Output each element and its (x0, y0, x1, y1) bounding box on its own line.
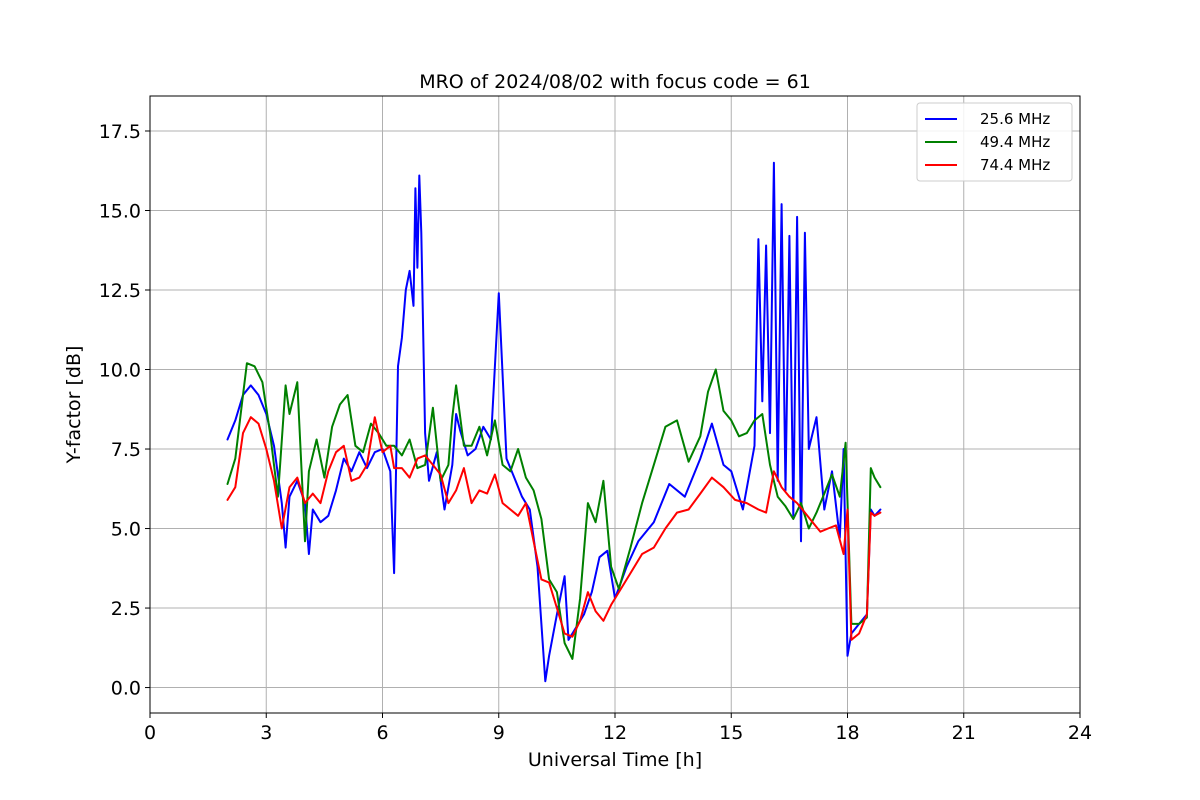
legend: 25.6 MHz 49.4 MHz 74.4 MHz (916, 102, 1073, 182)
x-tick-label: 24 (1068, 722, 1092, 744)
series-lines (226, 161, 882, 683)
y-tick-label: 15.0 (99, 200, 141, 222)
x-tick-label: 3 (260, 722, 272, 744)
series-line (226, 416, 882, 641)
x-axis-label: Universal Time [h] (528, 749, 702, 771)
y-tick-label: 5.0 (111, 519, 141, 541)
legend-label: 49.4 MHz (980, 133, 1050, 151)
chart-title: MRO of 2024/08/02 with focus code = 61 (419, 71, 811, 93)
legend-label: 74.4 MHz (980, 156, 1050, 174)
y-tick-label: 12.5 (99, 280, 141, 302)
x-tick-label: 21 (952, 722, 976, 744)
y-axis-label: Y-factor [dB] (63, 346, 85, 465)
legend-label: 25.6 MHz (980, 110, 1050, 128)
x-tick-label: 6 (376, 722, 388, 744)
legend-box (916, 102, 1073, 182)
x-tick-label: 12 (603, 722, 627, 744)
y-tick-label: 0.0 (111, 678, 141, 700)
y-tick-label: 10.0 (99, 360, 141, 382)
series-line (226, 161, 882, 683)
x-tick-label: 0 (144, 722, 156, 744)
y-tick-label: 7.5 (111, 439, 141, 461)
x-tick-label: 18 (835, 722, 859, 744)
axis-ticks: 0 3 6 9 12 15 18 21 24 0.0 2.5 5.0 7.5 10.0 12.5 15.0 17… (99, 121, 1092, 744)
x-tick-label: 15 (719, 722, 743, 744)
y-tick-label: 17.5 (99, 121, 141, 143)
x-tick-label: 9 (493, 722, 505, 744)
series-line (226, 362, 882, 660)
y-tick-label: 2.5 (111, 598, 141, 620)
